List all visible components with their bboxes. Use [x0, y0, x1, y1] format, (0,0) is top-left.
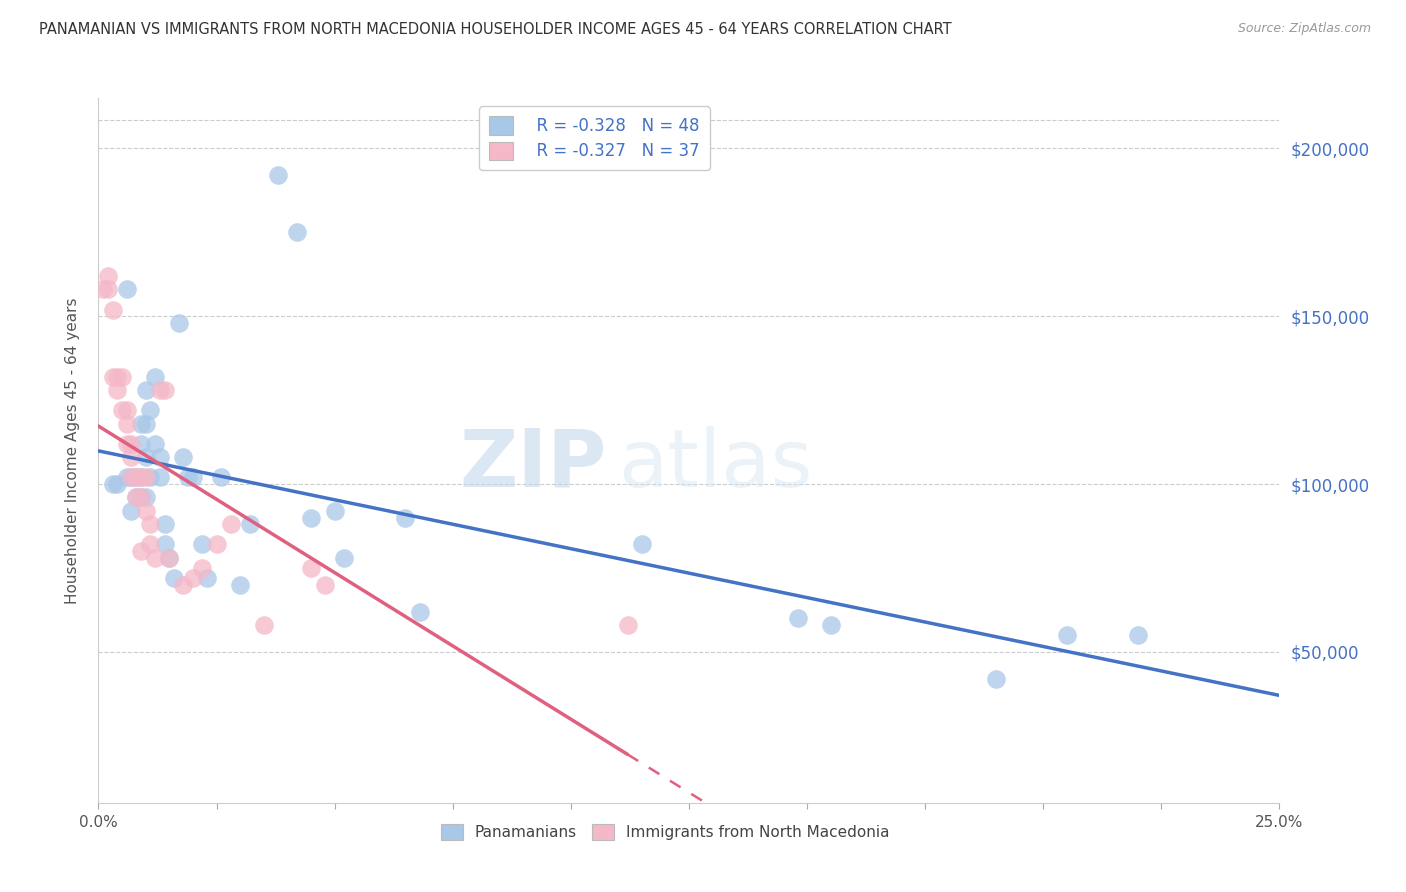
Point	[149, 470, 172, 484]
Point	[105, 383, 128, 397]
Point	[101, 477, 124, 491]
Point	[191, 561, 214, 575]
Point	[139, 517, 162, 532]
Point	[172, 450, 194, 465]
Point	[125, 491, 148, 505]
Point	[139, 403, 162, 417]
Point	[129, 436, 152, 450]
Point	[820, 618, 842, 632]
Point	[101, 369, 124, 384]
Point	[111, 403, 134, 417]
Point	[209, 470, 232, 484]
Point	[333, 550, 356, 565]
Point	[125, 470, 148, 484]
Point	[239, 517, 262, 532]
Point	[139, 470, 162, 484]
Point	[121, 436, 143, 450]
Point	[323, 504, 346, 518]
Legend: Panamanians, Immigrants from North Macedonia: Panamanians, Immigrants from North Maced…	[433, 816, 897, 848]
Text: PANAMANIAN VS IMMIGRANTS FROM NORTH MACEDONIA HOUSEHOLDER INCOME AGES 45 - 64 YE: PANAMANIAN VS IMMIGRANTS FROM NORTH MACE…	[39, 22, 952, 37]
Point	[143, 550, 166, 565]
Point	[135, 417, 157, 431]
Point	[129, 417, 152, 431]
Point	[121, 450, 143, 465]
Point	[219, 517, 242, 532]
Point	[153, 383, 176, 397]
Point	[111, 369, 134, 384]
Point	[105, 477, 128, 491]
Point	[267, 169, 290, 183]
Point	[1126, 628, 1149, 642]
Point	[149, 383, 172, 397]
Point	[125, 491, 148, 505]
Point	[157, 550, 180, 565]
Point	[205, 537, 228, 551]
Text: ZIP: ZIP	[458, 425, 606, 504]
Point	[115, 417, 138, 431]
Point	[97, 268, 120, 283]
Point	[143, 436, 166, 450]
Point	[153, 537, 176, 551]
Point	[135, 504, 157, 518]
Point	[408, 605, 430, 619]
Point	[394, 510, 416, 524]
Point	[253, 618, 276, 632]
Point	[314, 577, 336, 591]
Point	[177, 470, 200, 484]
Point	[172, 577, 194, 591]
Point	[139, 537, 162, 551]
Point	[135, 383, 157, 397]
Point	[167, 316, 190, 330]
Point	[115, 403, 138, 417]
Point	[157, 550, 180, 565]
Point	[115, 470, 138, 484]
Point	[1056, 628, 1078, 642]
Point	[630, 537, 652, 551]
Point	[97, 282, 120, 296]
Point	[181, 470, 204, 484]
Point	[135, 450, 157, 465]
Point	[229, 577, 252, 591]
Point	[616, 618, 638, 632]
Point	[299, 561, 322, 575]
Point	[149, 450, 172, 465]
Point	[121, 470, 143, 484]
Point	[101, 302, 124, 317]
Text: Source: ZipAtlas.com: Source: ZipAtlas.com	[1237, 22, 1371, 36]
Point	[299, 510, 322, 524]
Point	[105, 369, 128, 384]
Point	[129, 491, 152, 505]
Point	[984, 672, 1007, 686]
Point	[153, 517, 176, 532]
Point	[285, 225, 308, 239]
Y-axis label: Householder Income Ages 45 - 64 years: Householder Income Ages 45 - 64 years	[65, 297, 80, 604]
Point	[91, 282, 114, 296]
Point	[115, 282, 138, 296]
Point	[786, 611, 808, 625]
Point	[115, 436, 138, 450]
Point	[181, 571, 204, 585]
Point	[195, 571, 218, 585]
Point	[125, 470, 148, 484]
Point	[121, 504, 143, 518]
Text: atlas: atlas	[619, 425, 813, 504]
Point	[143, 369, 166, 384]
Point	[135, 491, 157, 505]
Point	[129, 544, 152, 558]
Point	[163, 571, 186, 585]
Point	[191, 537, 214, 551]
Point	[135, 470, 157, 484]
Point	[129, 470, 152, 484]
Point	[129, 491, 152, 505]
Point	[121, 470, 143, 484]
Point	[129, 470, 152, 484]
